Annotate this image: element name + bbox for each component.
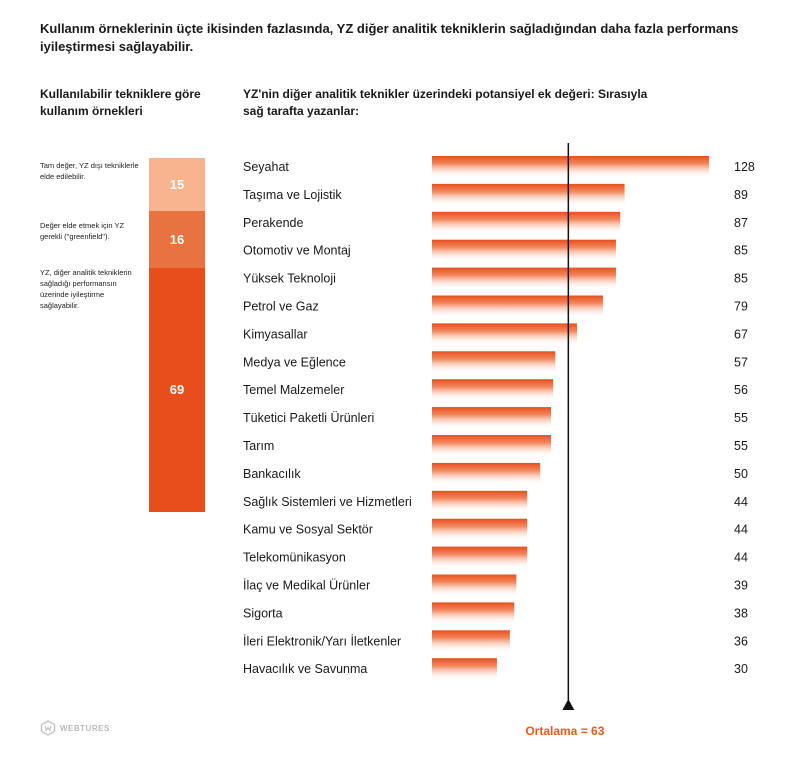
bar-5 bbox=[432, 295, 603, 318]
bar-11 bbox=[432, 462, 541, 485]
category-label: Sağlık Sistemleri ve Hizmetleri bbox=[243, 495, 412, 509]
logo-text: WEBTURES bbox=[60, 723, 110, 733]
category-label: Seyahat bbox=[243, 160, 289, 174]
bar-10 bbox=[432, 435, 552, 457]
value-label: 87 bbox=[734, 216, 748, 230]
bar-14 bbox=[432, 546, 528, 569]
average-label: Ortalama = 63 bbox=[525, 724, 605, 738]
category-label: Havacılık ve Savunma bbox=[243, 662, 367, 676]
category-label: Kimyasallar bbox=[243, 327, 308, 341]
value-label: 30 bbox=[734, 662, 748, 676]
value-label: 55 bbox=[734, 439, 748, 453]
category-label: Sigorta bbox=[243, 606, 283, 620]
value-label: 39 bbox=[734, 579, 748, 593]
value-label: 56 bbox=[734, 383, 748, 397]
bar-16 bbox=[432, 602, 515, 625]
value-label: 44 bbox=[734, 551, 748, 565]
left-heading: Kullanılabilir tekniklere göre kullanım … bbox=[40, 87, 201, 118]
category-label: Telekomünikasyon bbox=[243, 551, 346, 565]
average-marker-icon bbox=[562, 699, 575, 710]
segment-label-full-value: Tam değer, YZ dışı tekniklerle elde edil… bbox=[40, 161, 139, 181]
category-label: Bankacılık bbox=[243, 467, 301, 481]
bar-0 bbox=[432, 156, 709, 178]
stacked-share-bar: 15 16 69 bbox=[149, 158, 205, 512]
category-label: Tüketici Paketli Ürünleri bbox=[243, 411, 374, 425]
category-label: Kamu ve Sosyal Sektör bbox=[243, 523, 373, 537]
category-label: Medya ve Eğlence bbox=[243, 355, 346, 369]
bar-13 bbox=[432, 518, 528, 541]
value-label: 44 bbox=[734, 495, 748, 509]
category-label: Petrol ve Gaz bbox=[243, 300, 319, 314]
value-label: 50 bbox=[734, 467, 748, 481]
category-label: Taşıma ve Lojistik bbox=[243, 188, 342, 202]
value-label: 55 bbox=[734, 411, 748, 425]
category-label: Temel Malzemeler bbox=[243, 383, 344, 397]
bar-3 bbox=[432, 239, 616, 262]
bar-6 bbox=[432, 323, 577, 346]
value-label: 38 bbox=[734, 606, 748, 620]
category-label: İlaç ve Medikal Ürünler bbox=[243, 579, 370, 593]
bar-1 bbox=[432, 183, 625, 206]
category-label: Tarım bbox=[243, 439, 274, 453]
bar-2 bbox=[432, 211, 621, 234]
value-label: 85 bbox=[734, 244, 748, 258]
segment-full-value: 15 bbox=[149, 158, 205, 212]
chart-title: Kullanım örneklerinin üçte ikisinden faz… bbox=[40, 21, 739, 54]
segment-greenfield: 16 bbox=[149, 211, 205, 268]
value-label: 44 bbox=[734, 523, 748, 537]
bar-12 bbox=[432, 490, 528, 513]
bar-17 bbox=[432, 630, 510, 653]
segment-value: 16 bbox=[169, 231, 185, 247]
value-label: 67 bbox=[734, 327, 748, 341]
value-label: 89 bbox=[734, 188, 748, 202]
category-label: İleri Elektronik/Yarı İletkenler bbox=[243, 634, 401, 648]
bar-15 bbox=[432, 574, 517, 597]
value-label: 85 bbox=[734, 272, 748, 286]
segment-label-greenfield: Değer elde etmek için YZ gerekli ("green… bbox=[40, 221, 125, 241]
bar-7 bbox=[432, 351, 556, 374]
bar-8 bbox=[432, 379, 554, 402]
category-label: Yüksek Teknoloji bbox=[243, 272, 336, 286]
value-label: 79 bbox=[734, 300, 748, 314]
bar-9 bbox=[432, 407, 552, 430]
bar-18 bbox=[432, 658, 497, 681]
webtures-logo-icon bbox=[40, 720, 56, 736]
bar-4 bbox=[432, 267, 616, 290]
right-heading: YZ'nin diğer analitik teknikler üzerinde… bbox=[243, 87, 648, 118]
category-label: Perakende bbox=[243, 216, 304, 230]
category-label: Otomotiv ve Montaj bbox=[243, 244, 351, 258]
brand-logo: WEBTURES bbox=[40, 720, 110, 736]
value-label: 57 bbox=[734, 355, 748, 369]
segment-value: 15 bbox=[169, 177, 185, 193]
segment-value: 69 bbox=[169, 382, 185, 398]
segment-improvement: 69 bbox=[149, 267, 205, 512]
value-label: 128 bbox=[734, 160, 755, 174]
segment-label-improvement: YZ, diğer analitik tekniklerin sağladığı… bbox=[40, 268, 132, 310]
value-label: 36 bbox=[734, 634, 748, 648]
